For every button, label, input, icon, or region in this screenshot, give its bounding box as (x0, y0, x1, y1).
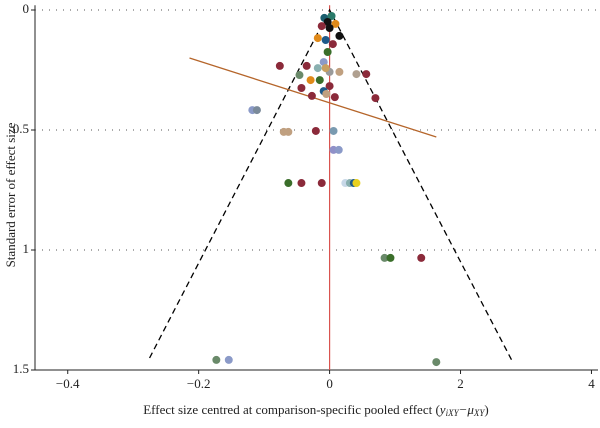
point (322, 90, 331, 98)
y-tick-label: 1.5 (13, 361, 29, 376)
x-tick-label: −0.2 (187, 376, 211, 391)
point (327, 12, 336, 20)
x-label-text: Effect size centred at comparison-specif… (143, 402, 440, 417)
point (325, 24, 334, 32)
point (352, 179, 361, 188)
point (329, 126, 338, 135)
x-axis-label: Effect size centred at comparison-specif… (143, 402, 489, 418)
x-label-math: XY (473, 408, 485, 418)
point (284, 179, 293, 188)
x-label-math: −μ (459, 402, 475, 417)
point (295, 71, 304, 80)
point (323, 18, 332, 26)
x-label-math: ) (484, 402, 488, 417)
point (311, 126, 320, 135)
x-label-math: iXY (446, 408, 460, 418)
y-tick-label: 1 (23, 241, 30, 256)
point (307, 91, 316, 100)
x-tick-label: 4 (588, 376, 595, 391)
point (306, 76, 315, 85)
point (317, 179, 326, 188)
point (386, 253, 395, 262)
point (252, 106, 261, 115)
point (313, 64, 322, 73)
point (352, 70, 361, 79)
point (275, 61, 284, 70)
point (313, 34, 322, 43)
point (321, 36, 330, 44)
point (330, 93, 339, 102)
point (297, 179, 306, 188)
y-axis-label: Standard error of effect size (3, 122, 18, 267)
point (362, 70, 371, 79)
point (331, 19, 340, 28)
point (328, 40, 337, 49)
point (334, 145, 343, 154)
point (212, 355, 221, 364)
point (323, 48, 332, 56)
point (284, 127, 293, 136)
x-tick-label: −0.4 (56, 376, 80, 391)
point (302, 61, 311, 70)
point (335, 31, 344, 40)
point (380, 253, 389, 262)
point (432, 358, 441, 367)
x-tick-label: 0 (326, 376, 333, 391)
point (321, 64, 330, 73)
y-tick-label: 0.5 (13, 121, 29, 136)
y-tick-label: 0 (23, 1, 30, 16)
point (325, 82, 334, 91)
x-label-math: y (438, 402, 446, 417)
point (317, 22, 326, 31)
funnel-line (148, 8, 513, 361)
point (297, 84, 306, 92)
point (315, 76, 324, 85)
x-tick-label: 2 (457, 376, 464, 391)
point (224, 355, 233, 364)
point (371, 94, 380, 103)
point (319, 58, 328, 67)
point (417, 253, 426, 262)
point (335, 67, 344, 76)
